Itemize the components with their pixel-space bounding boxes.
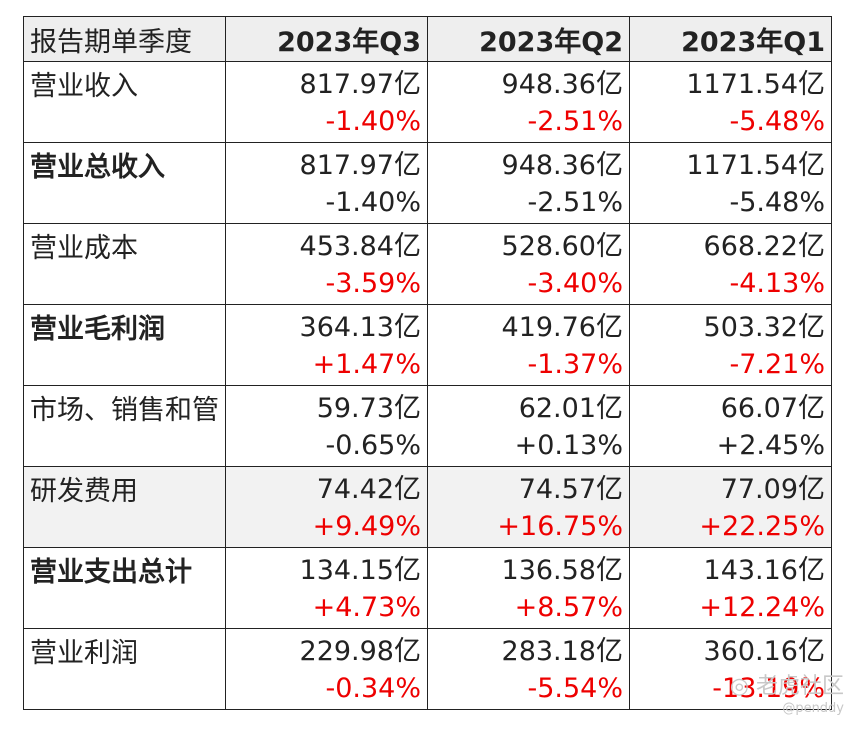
change-value: +12.24% bbox=[699, 592, 825, 623]
change-value: -1.40% bbox=[325, 106, 421, 137]
watermark-handle: @penddy bbox=[782, 701, 844, 716]
amount-value: 948.36亿 bbox=[501, 69, 623, 100]
row-label: 营业支出总计 bbox=[23, 547, 226, 629]
table-row: 营业支出总计 134.15亿 +4.73% 136.58亿 +8.57% 143.16亿 +… bbox=[23, 547, 832, 629]
amount-value: 229.98亿 bbox=[299, 636, 421, 667]
row-label: 营业毛利润 bbox=[23, 304, 226, 386]
table-row: 营业利润 229.98亿 -0.34% 283.18亿 -5.54% 360.16亿 -13… bbox=[23, 628, 832, 710]
change-value: -5.54% bbox=[527, 673, 623, 704]
amount-value: 59.73亿 bbox=[316, 393, 421, 424]
change-value: +1.47% bbox=[312, 349, 421, 380]
row-label: 市场、销售和管 bbox=[23, 385, 226, 467]
change-value: -0.34% bbox=[325, 673, 421, 704]
header-row: 报告期单季度 2023年Q3 2023年Q2 2023年Q1 bbox=[23, 16, 832, 62]
change-value: +22.25% bbox=[699, 511, 825, 542]
value-cell: 948.36亿 -2.51% bbox=[427, 61, 630, 143]
header-label: 报告期单季度 bbox=[23, 16, 226, 62]
value-cell: 419.76亿 -1.37% bbox=[427, 304, 630, 386]
value-cell: 62.01亿 +0.13% bbox=[427, 385, 630, 467]
amount-value: 360.16亿 bbox=[703, 636, 825, 667]
change-value: -4.13% bbox=[729, 268, 825, 299]
table-row: 市场、销售和管 59.73亿 -0.65% 62.01亿 +0.13% 66.07亿 +2.… bbox=[23, 385, 832, 467]
amount-value: 364.13亿 bbox=[299, 312, 421, 343]
amount-value: 948.36亿 bbox=[501, 150, 623, 181]
amount-value: 1171.54亿 bbox=[686, 69, 825, 100]
value-cell: 66.07亿 +2.45% bbox=[629, 385, 832, 467]
value-cell: 948.36亿 -2.51% bbox=[427, 142, 630, 224]
amount-value: 419.76亿 bbox=[501, 312, 623, 343]
amount-value: 74.57亿 bbox=[518, 474, 623, 505]
amount-value: 503.32亿 bbox=[703, 312, 825, 343]
row-label: 营业利润 bbox=[23, 628, 226, 710]
amount-value: 74.42亿 bbox=[316, 474, 421, 505]
row-label: 研发费用 bbox=[23, 466, 226, 548]
table-row: 研发费用 74.42亿 +9.49% 74.57亿 +16.75% 77.09亿 +22.2… bbox=[23, 466, 832, 548]
amount-value: 817.97亿 bbox=[299, 69, 421, 100]
value-cell: 528.60亿 -3.40% bbox=[427, 223, 630, 305]
value-cell: 229.98亿 -0.34% bbox=[225, 628, 428, 710]
amount-value: 62.01亿 bbox=[518, 393, 623, 424]
amount-value: 453.84亿 bbox=[299, 231, 421, 262]
watermark-logo: ◎ 老虎社区 bbox=[729, 674, 844, 699]
change-value: +0.13% bbox=[514, 430, 623, 461]
change-value: +4.73% bbox=[312, 592, 421, 623]
table-row: 营业成本 453.84亿 -3.59% 528.60亿 -3.40% 668.22亿 -4.… bbox=[23, 223, 832, 305]
row-label: 营业总收入 bbox=[23, 142, 226, 224]
change-value: -1.37% bbox=[527, 349, 623, 380]
table-row: 营业毛利润 364.13亿 +1.47% 419.76亿 -1.37% 503.32亿 -7… bbox=[23, 304, 832, 386]
value-cell: 77.09亿 +22.25% bbox=[629, 466, 832, 548]
change-value: -3.40% bbox=[527, 268, 623, 299]
table-row: 营业收入 817.97亿 -1.40% 948.36亿 -2.51% 1171.54亿 -5… bbox=[23, 61, 832, 143]
value-cell: 1171.54亿 -5.48% bbox=[629, 61, 832, 143]
value-cell: 143.16亿 +12.24% bbox=[629, 547, 832, 629]
financial-table: 报告期单季度 2023年Q3 2023年Q2 2023年Q1 营业收入 817.9… bbox=[23, 16, 832, 710]
amount-value: 77.09亿 bbox=[720, 474, 825, 505]
row-label: 营业成本 bbox=[23, 223, 226, 305]
change-value: -7.21% bbox=[729, 349, 825, 380]
amount-value: 136.58亿 bbox=[501, 555, 623, 586]
amount-value: 817.97亿 bbox=[299, 150, 421, 181]
value-cell: 74.42亿 +9.49% bbox=[225, 466, 428, 548]
value-cell: 74.57亿 +16.75% bbox=[427, 466, 630, 548]
amount-value: 1171.54亿 bbox=[686, 150, 825, 181]
amount-value: 528.60亿 bbox=[501, 231, 623, 262]
value-cell: 817.97亿 -1.40% bbox=[225, 61, 428, 143]
value-cell: 59.73亿 -0.65% bbox=[225, 385, 428, 467]
amount-value: 283.18亿 bbox=[501, 636, 623, 667]
amount-value: 143.16亿 bbox=[703, 555, 825, 586]
change-value: -3.59% bbox=[325, 268, 421, 299]
change-value: -13.19% bbox=[712, 673, 825, 704]
value-cell: 668.22亿 -4.13% bbox=[629, 223, 832, 305]
amount-value: 134.15亿 bbox=[299, 555, 421, 586]
value-cell: 1171.54亿 -5.48% bbox=[629, 142, 832, 224]
value-cell: 136.58亿 +8.57% bbox=[427, 547, 630, 629]
change-value: -5.48% bbox=[729, 187, 825, 218]
value-cell: 817.97亿 -1.40% bbox=[225, 142, 428, 224]
value-cell: 134.15亿 +4.73% bbox=[225, 547, 428, 629]
change-value: +8.57% bbox=[514, 592, 623, 623]
amount-value: 668.22亿 bbox=[703, 231, 825, 262]
change-value: -2.51% bbox=[527, 106, 623, 137]
value-cell: 360.16亿 -13.19% bbox=[629, 628, 832, 710]
change-value: +16.75% bbox=[497, 511, 623, 542]
change-value: +9.49% bbox=[312, 511, 421, 542]
change-value: -5.48% bbox=[729, 106, 825, 137]
change-value: -0.65% bbox=[325, 430, 421, 461]
change-value: +2.45% bbox=[716, 430, 825, 461]
value-cell: 364.13亿 +1.47% bbox=[225, 304, 428, 386]
header-quarter: 2023年Q1 bbox=[629, 16, 832, 62]
value-cell: 453.84亿 -3.59% bbox=[225, 223, 428, 305]
value-cell: 503.32亿 -7.21% bbox=[629, 304, 832, 386]
header-quarter: 2023年Q2 bbox=[427, 16, 630, 62]
value-cell: 283.18亿 -5.54% bbox=[427, 628, 630, 710]
row-label: 营业收入 bbox=[23, 61, 226, 143]
change-value: -1.40% bbox=[325, 187, 421, 218]
table-row: 营业总收入 817.97亿 -1.40% 948.36亿 -2.51% 1171.54亿 -… bbox=[23, 142, 832, 224]
amount-value: 66.07亿 bbox=[720, 393, 825, 424]
change-value: -2.51% bbox=[527, 187, 623, 218]
header-quarter: 2023年Q3 bbox=[225, 16, 428, 62]
